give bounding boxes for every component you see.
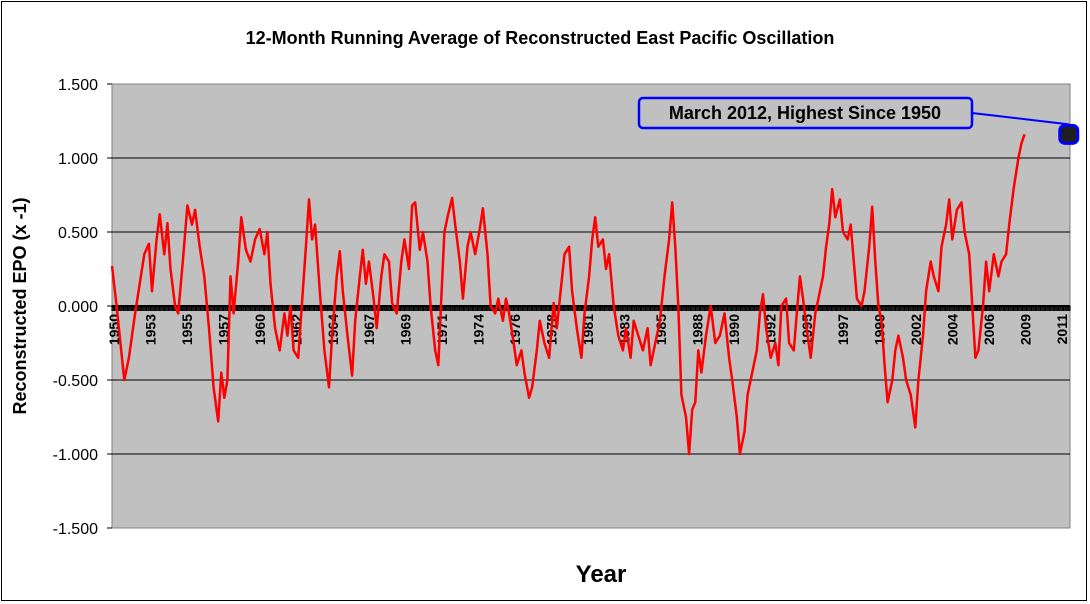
annotation-leader-line xyxy=(971,112,1069,126)
series-line xyxy=(110,133,1026,456)
annotation-marker xyxy=(1058,123,1080,145)
x-tick-label: 1971 xyxy=(434,314,450,345)
y-axis-label: Reconstructed EPO (x -1) xyxy=(10,197,30,414)
y-tick-label: 1.000 xyxy=(58,151,98,168)
x-tick-label: 1960 xyxy=(252,314,268,345)
x-tick-label: 2004 xyxy=(945,314,961,345)
x-axis-label: Year xyxy=(576,561,627,588)
x-tick-label: 1990 xyxy=(726,314,742,345)
annotation-text: March 2012, Highest Since 1950 xyxy=(669,103,941,123)
x-tick-label: 1999 xyxy=(872,314,888,345)
y-tick-label: -1.500 xyxy=(53,521,98,538)
x-tick-label: 1967 xyxy=(361,314,377,345)
x-axis xyxy=(111,305,1071,311)
y-tick-label: 0.000 xyxy=(58,299,98,316)
x-tick-label: 2006 xyxy=(981,314,997,345)
gridlines xyxy=(112,157,1070,455)
y-axis-ticks: -1.500 -1.000 -0.500 0.000 0.500 1.000 1.500 xyxy=(53,77,112,538)
x-tick-label: 1953 xyxy=(142,314,158,345)
x-tick-label: 2011 xyxy=(1054,314,1070,345)
x-tick-label: 1988 xyxy=(689,314,705,345)
x-tick-label: 1957 xyxy=(215,314,231,345)
y-tick-label: -1.000 xyxy=(53,447,98,464)
x-tick-label: 1955 xyxy=(179,314,195,345)
chart-title: 12-Month Running Average of Reconstructe… xyxy=(246,28,835,48)
x-tick-label: 1997 xyxy=(835,314,851,345)
x-tick-label: 2002 xyxy=(908,314,924,345)
annotation-box xyxy=(637,96,974,130)
x-tick-label: 1969 xyxy=(398,314,414,345)
x-tick-label: 2009 xyxy=(1018,314,1034,345)
annotation-layer: March 2012, Highest Since 1950 xyxy=(637,96,1080,145)
y-tick-label: -0.500 xyxy=(53,373,98,390)
y-tick-label: 1.500 xyxy=(58,77,98,94)
series-layer xyxy=(110,133,1026,456)
x-tick-label: 1974 xyxy=(471,314,487,345)
y-tick-label: 0.500 xyxy=(58,225,98,242)
